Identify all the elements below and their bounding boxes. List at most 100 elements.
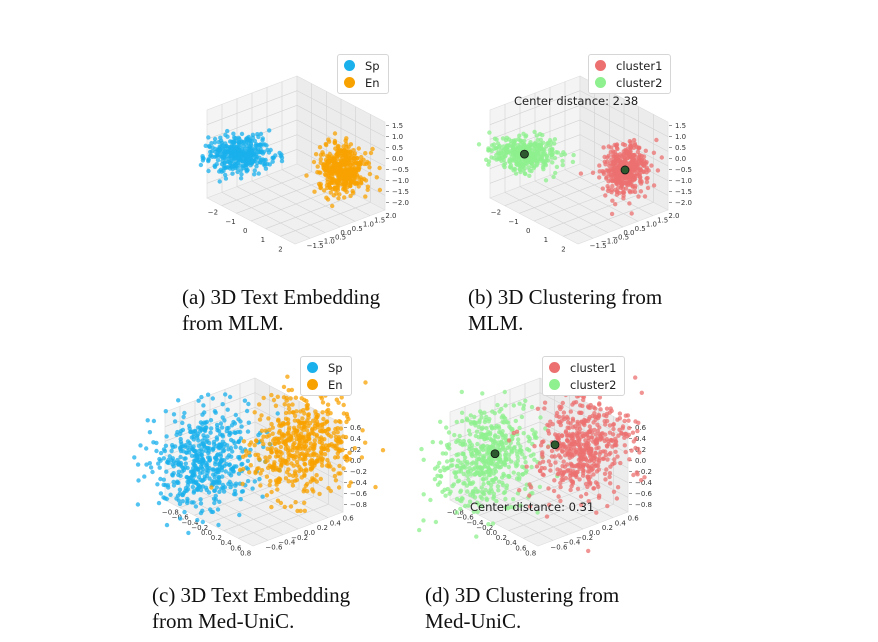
- data-point: [532, 129, 537, 135]
- data-point: [444, 459, 450, 464]
- data-point: [298, 435, 304, 440]
- data-point: [296, 453, 302, 458]
- data-point: [278, 500, 284, 506]
- data-point: [352, 446, 357, 451]
- data-point: [217, 461, 222, 466]
- data-point: [301, 489, 306, 494]
- data-point: [504, 483, 510, 488]
- data-point: [200, 519, 205, 525]
- data-point: [437, 460, 442, 466]
- data-point: [595, 428, 601, 434]
- data-point: [228, 445, 234, 451]
- data-point: [451, 482, 456, 487]
- data-point: [597, 395, 603, 400]
- data-point: [294, 477, 300, 483]
- data-point: [161, 447, 167, 452]
- z-tick-label: −1.0: [675, 177, 692, 185]
- data-point: [301, 427, 306, 433]
- data-point: [553, 170, 558, 176]
- data-point: [290, 479, 295, 484]
- data-point: [279, 158, 285, 164]
- data-point: [517, 166, 522, 172]
- data-point: [241, 143, 246, 149]
- data-point: [608, 150, 613, 155]
- x-tick-label: 0.2: [496, 534, 507, 542]
- data-point: [527, 173, 532, 178]
- data-point: [238, 176, 244, 181]
- data-point: [613, 187, 618, 192]
- data-point: [558, 498, 563, 504]
- data-point: [654, 137, 659, 143]
- data-point: [269, 489, 274, 495]
- data-point: [219, 425, 225, 430]
- data-point: [304, 489, 310, 494]
- panel-b: 1.5 1.0 0.5 0.0 −0.5 −1.0 −1.5 −2.0 −2 −1 0 1 2 2.0 1.…: [470, 50, 710, 280]
- data-point: [252, 172, 257, 177]
- gridline: [524, 471, 614, 518]
- data-point: [444, 425, 449, 430]
- data-point: [277, 421, 283, 426]
- data-point: [651, 183, 657, 188]
- data-point: [497, 456, 503, 461]
- data-point: [438, 468, 443, 474]
- data-point: [290, 402, 295, 407]
- data-point: [482, 437, 487, 442]
- data-point: [256, 466, 261, 471]
- data-point: [596, 415, 601, 421]
- data-point: [627, 188, 632, 194]
- data-point: [208, 430, 213, 435]
- data-point: [595, 436, 600, 441]
- data-point: [516, 441, 521, 446]
- data-point: [515, 162, 520, 168]
- data-point: [200, 441, 206, 446]
- legend-item: Sp: [344, 57, 380, 74]
- data-point: [172, 419, 178, 424]
- data-point: [458, 489, 463, 495]
- data-point: [366, 161, 372, 166]
- data-point: [560, 158, 565, 164]
- data-point: [225, 165, 230, 170]
- data-point: [314, 479, 319, 484]
- data-point: [260, 138, 265, 143]
- data-point: [581, 397, 586, 403]
- data-point: [336, 143, 341, 149]
- data-point: [325, 457, 330, 463]
- data-point: [330, 171, 335, 177]
- data-point: [239, 172, 244, 177]
- data-point: [567, 441, 572, 446]
- data-point: [572, 439, 577, 444]
- data-point: [257, 457, 262, 462]
- z-tick-label: −0.4: [350, 479, 368, 487]
- data-point: [175, 457, 180, 463]
- data-point: [454, 419, 459, 425]
- x-tick-label: 1: [261, 236, 265, 244]
- data-point: [334, 397, 339, 402]
- data-point: [469, 445, 474, 451]
- data-point: [198, 510, 204, 516]
- data-point: [489, 424, 494, 429]
- data-point: [300, 416, 305, 421]
- data-point: [302, 462, 308, 467]
- data-point: [628, 150, 633, 155]
- data-point: [471, 419, 476, 425]
- data-point: [271, 155, 276, 160]
- data-point: [549, 454, 555, 459]
- data-point: [240, 481, 245, 487]
- data-point: [540, 132, 545, 138]
- data-point: [559, 152, 564, 158]
- data-point: [338, 419, 343, 425]
- data-point: [479, 426, 485, 432]
- data-point: [269, 392, 274, 398]
- data-point: [609, 169, 614, 174]
- data-point: [639, 478, 644, 483]
- data-point: [519, 414, 525, 420]
- data-point: [561, 410, 567, 415]
- data-point: [617, 166, 622, 171]
- data-point: [528, 453, 534, 458]
- data-point: [465, 470, 470, 475]
- data-point: [545, 444, 551, 450]
- data-point: [597, 402, 602, 407]
- data-point: [221, 448, 227, 453]
- data-point: [499, 432, 505, 437]
- data-point: [321, 416, 326, 422]
